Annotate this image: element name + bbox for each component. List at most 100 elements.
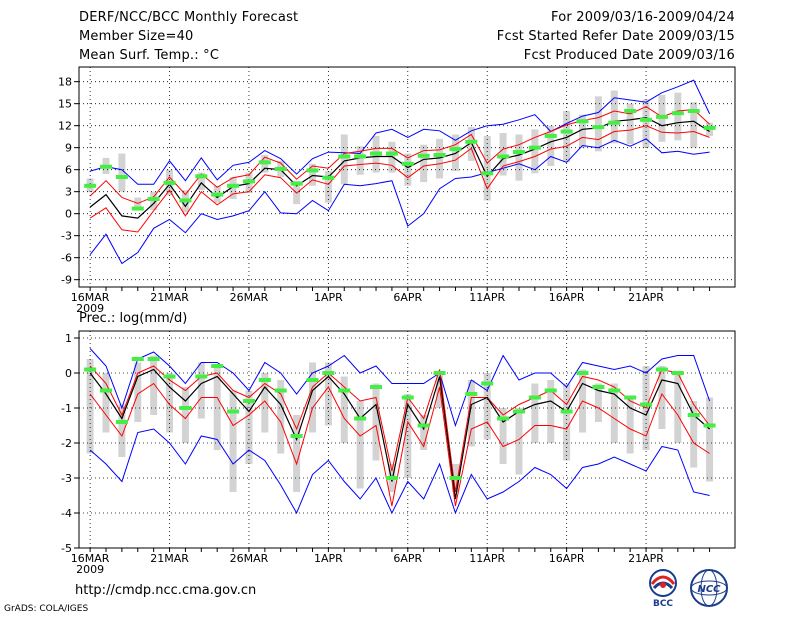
prec-xtick-label: 6APR bbox=[393, 552, 422, 565]
prec-forecast-marker bbox=[608, 388, 621, 393]
temp-forecast-marker bbox=[401, 161, 414, 166]
prec-spread-box bbox=[340, 376, 348, 443]
temp-xtick-label: 16MAR bbox=[71, 291, 110, 304]
prec-forecast-marker bbox=[274, 388, 287, 393]
temp-spread-box bbox=[293, 180, 301, 205]
prec-mean-line bbox=[89, 368, 710, 500]
prec-forecast-marker bbox=[227, 409, 240, 414]
temp-spread-box bbox=[467, 127, 475, 161]
prec-spread-box bbox=[420, 415, 428, 450]
temp-forecast-marker bbox=[655, 114, 668, 119]
prec-xtick-label: 21MAR bbox=[150, 552, 189, 565]
prec-forecast-marker bbox=[449, 476, 462, 480]
prec-spread-box bbox=[483, 373, 491, 440]
prec-spread-box bbox=[134, 362, 142, 422]
temp-year-label: 2009 bbox=[76, 302, 104, 315]
temp-ytick-label: 15 bbox=[58, 98, 72, 111]
ncc-logo: NCC bbox=[690, 569, 728, 607]
prec-ytick-label: -2 bbox=[61, 437, 72, 450]
temp-forecast-marker bbox=[306, 168, 319, 173]
prec-spread-box bbox=[277, 380, 285, 454]
temp-forecast-marker bbox=[338, 154, 351, 159]
prec-spread-box bbox=[213, 366, 221, 450]
prec-xtick-label: 26MAR bbox=[230, 552, 269, 565]
temp-forecast-marker bbox=[608, 120, 621, 125]
prec-ytick-label: 0 bbox=[65, 367, 72, 380]
grads-credit: GrADS: COLA/IGES bbox=[4, 604, 89, 614]
prec-spread-box bbox=[372, 383, 380, 461]
temp-spread-box bbox=[483, 135, 491, 201]
temp-xtick-label: 21MAR bbox=[150, 291, 189, 304]
temp-spread-box bbox=[118, 153, 126, 192]
prec-forecast-marker bbox=[179, 406, 192, 410]
temp-spread-box bbox=[547, 125, 555, 166]
prec-ytick-label: -5 bbox=[61, 542, 72, 555]
temp-xtick-label: 6APR bbox=[393, 291, 422, 304]
temp-forecast-marker bbox=[687, 109, 700, 113]
temp-forecast-marker bbox=[242, 179, 255, 184]
prec-forecast-marker bbox=[258, 378, 271, 382]
temp-spread-box bbox=[340, 134, 348, 185]
chart-title: DERF/NCC/BCC Monthly Forecast bbox=[79, 10, 299, 25]
temp-spread-box bbox=[229, 177, 237, 199]
prec-ytick-label: -3 bbox=[61, 472, 72, 485]
temp-forecast-marker bbox=[640, 117, 653, 122]
temp-spread-box bbox=[436, 138, 444, 179]
prec-forecast-marker bbox=[560, 409, 573, 414]
prec-xtick-label: 11APR bbox=[469, 552, 505, 565]
prec-spread-box bbox=[690, 401, 698, 468]
prec-lower-line bbox=[89, 382, 710, 507]
prec-ytick-label: 1 bbox=[65, 332, 72, 345]
prec-spread-box bbox=[261, 373, 269, 433]
temp-forecast-marker bbox=[322, 175, 335, 180]
prec-forecast-marker bbox=[163, 374, 176, 379]
start-date-label: Fcst Started Refer Date 2009/03/15 bbox=[496, 29, 735, 44]
prec-spread-box bbox=[531, 383, 539, 443]
temp-spread-box bbox=[626, 103, 634, 144]
temp-ytick-label: 9 bbox=[65, 142, 72, 155]
prec-spread-box bbox=[499, 408, 507, 464]
temp-spread-box bbox=[579, 114, 587, 148]
prec-forecast-marker bbox=[465, 392, 478, 396]
prec-min-line bbox=[89, 428, 710, 515]
prec-forecast-marker bbox=[147, 357, 160, 361]
footer-url: http://cmdp.ncc.cma.gov.cn bbox=[75, 583, 257, 598]
temp-forecast-marker bbox=[163, 180, 176, 185]
prec-forecast-marker bbox=[401, 395, 414, 400]
temp-ytick-label: 12 bbox=[58, 120, 72, 133]
temp-spread-box bbox=[531, 129, 539, 174]
prec-spread-box bbox=[594, 383, 602, 422]
temp-spread-box bbox=[324, 171, 332, 203]
temp-xtick-label: 11APR bbox=[469, 291, 505, 304]
temp-lower-line bbox=[89, 125, 710, 233]
temp-forecast-marker bbox=[560, 129, 573, 134]
prec-forecast-marker bbox=[417, 423, 430, 428]
temp-ytick-label: -3 bbox=[61, 230, 72, 243]
temp-forecast-marker bbox=[147, 197, 160, 201]
temp-forecast-marker bbox=[370, 151, 383, 156]
prec-forecast-marker bbox=[290, 434, 303, 438]
prec-upper-line bbox=[89, 365, 710, 493]
temp-upper-line bbox=[89, 106, 710, 204]
prec-forecast-marker bbox=[115, 420, 128, 424]
prec-spread-box bbox=[229, 390, 237, 492]
temp-forecast-marker bbox=[115, 175, 128, 179]
variable-label: Mean Surf. Temp.: °C bbox=[79, 48, 220, 63]
temp-forecast-marker bbox=[100, 164, 113, 169]
prec-forecast-marker bbox=[497, 416, 510, 421]
temp-forecast-marker bbox=[354, 154, 367, 159]
temp-forecast-marker bbox=[274, 166, 287, 171]
prec-forecast-marker bbox=[306, 378, 319, 382]
ncc-logo-text: NCC bbox=[697, 584, 721, 595]
prec-spread-box bbox=[86, 359, 94, 454]
prec-forecast-marker bbox=[370, 385, 383, 389]
temp-forecast-marker bbox=[465, 139, 478, 144]
prec-forecast-marker bbox=[433, 371, 446, 375]
prec-spread-box bbox=[308, 362, 316, 433]
prec-forecast-marker bbox=[84, 367, 97, 372]
prec-spread-box bbox=[181, 387, 189, 443]
prec-max-line bbox=[89, 348, 711, 428]
produced-date-label: Fcst Produced Date 2009/03/16 bbox=[523, 48, 735, 63]
forecast-period-label: For 2009/03/16-2009/04/24 bbox=[551, 10, 735, 25]
